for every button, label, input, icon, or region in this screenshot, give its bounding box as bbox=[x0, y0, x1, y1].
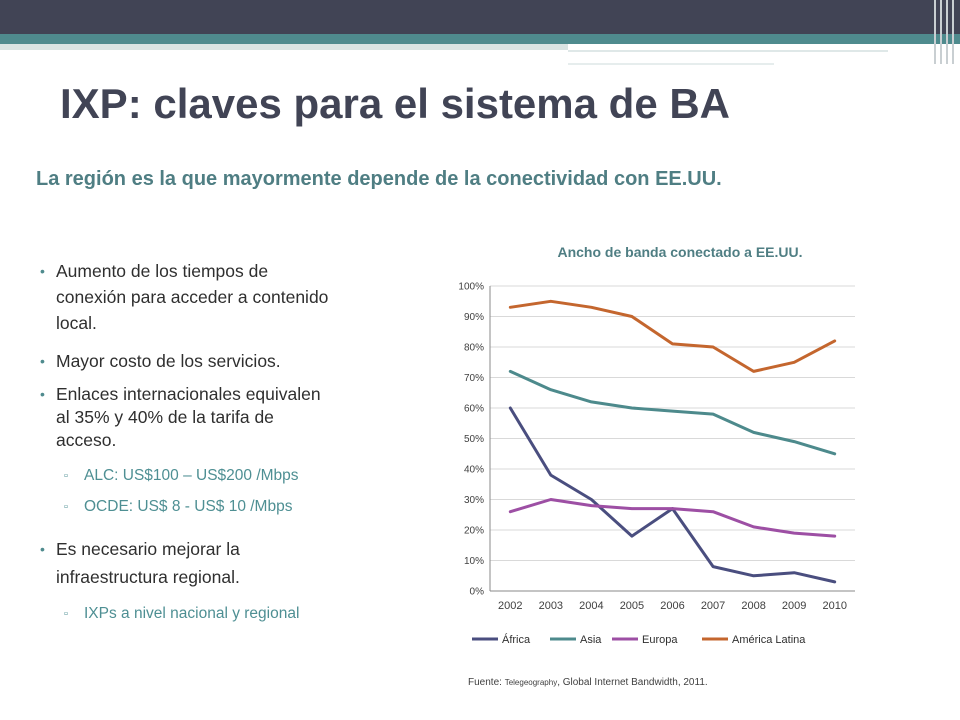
bullet-dot-icon: • bbox=[40, 386, 45, 402]
series-line bbox=[508, 498, 837, 538]
chart-title: Ancho de banda conectado a EE.UU. bbox=[557, 244, 803, 260]
bullet-2-text: Mayor costo de los servicios. bbox=[56, 351, 281, 371]
y-tick-label: 60% bbox=[464, 404, 484, 415]
y-tick-label: 30% bbox=[464, 495, 484, 506]
x-tick-label: 2010 bbox=[822, 600, 846, 612]
x-tick-label: 2009 bbox=[782, 600, 806, 612]
x-tick-label: 2008 bbox=[741, 600, 765, 612]
source-name: Telegeography bbox=[504, 678, 558, 687]
series-line bbox=[508, 299, 837, 373]
square-bullet-icon: ▫ bbox=[64, 608, 68, 620]
x-axis-ticks: 2002 2003 2004 2005 2006 2007 2008 2009 2010 bbox=[498, 600, 847, 612]
chart-legend: África Asia Europa América Latina bbox=[472, 633, 806, 646]
bullet-dot-icon: • bbox=[40, 541, 45, 557]
decorative-lines bbox=[932, 0, 960, 64]
slide-subtitle: La región es la que mayormente depende d… bbox=[36, 168, 722, 190]
legend-label: América Latina bbox=[732, 634, 806, 646]
y-tick-label: 80% bbox=[464, 343, 484, 354]
bullet-3: • Enlaces internacionales equivalen al 3… bbox=[40, 383, 406, 452]
header-stripe bbox=[0, 34, 960, 44]
header-line bbox=[568, 50, 888, 52]
y-tick-label: 40% bbox=[464, 465, 484, 476]
bullet-2: • Mayor costo de los servicios. bbox=[40, 348, 281, 374]
x-tick-label: 2007 bbox=[701, 600, 725, 612]
bullet-4: • Es necesario mejorar la infraestructur… bbox=[40, 535, 406, 591]
sub-bullet-text: ALC: US$100 – US$200 /Mbps bbox=[84, 467, 299, 484]
top-bar bbox=[0, 0, 960, 34]
y-tick-label: 90% bbox=[464, 312, 484, 323]
bullet-dot-icon: • bbox=[40, 263, 45, 279]
y-tick-label: 70% bbox=[464, 373, 484, 384]
bullet-1-line: conexión para acceder a contenido bbox=[56, 287, 329, 307]
sub-bullet-alc: ▫ ALC: US$100 – US$200 /Mbps bbox=[64, 465, 299, 487]
x-tick-label: 2002 bbox=[498, 600, 522, 612]
y-tick-label: 10% bbox=[464, 556, 484, 567]
bullet-1-line: local. bbox=[56, 313, 97, 333]
bullet-3-line: Enlaces internacionales equivalen bbox=[56, 384, 321, 404]
series-line bbox=[508, 406, 837, 584]
bullet-dot-icon: • bbox=[40, 353, 45, 369]
legend-label: África bbox=[502, 633, 531, 646]
source-note: Fuente: Telegeography, Global Internet B… bbox=[468, 677, 708, 688]
line-chart: 0%10%20%30%40%50%60%70%80%90%100% 2002 20… bbox=[458, 282, 855, 646]
bullet-3-line: al 35% y 40% de la tarifa de bbox=[56, 407, 274, 427]
y-tick-label: 0% bbox=[470, 587, 485, 598]
header-line bbox=[568, 63, 774, 65]
source-prefix: Fuente: bbox=[468, 677, 505, 688]
legend-label: Asia bbox=[580, 634, 602, 646]
x-tick-label: 2005 bbox=[620, 600, 644, 612]
bullet-1: • Aumento de los tiempos de conexión par… bbox=[40, 258, 406, 336]
source-rest: , Global Internet Bandwidth, 2011. bbox=[557, 677, 708, 688]
y-tick-label: 100% bbox=[458, 282, 484, 293]
chart-grid bbox=[489, 285, 855, 592]
y-tick-label: 20% bbox=[464, 526, 484, 537]
header-stripe-light bbox=[0, 44, 568, 50]
square-bullet-icon: ▫ bbox=[64, 501, 68, 513]
x-tick-label: 2006 bbox=[660, 600, 684, 612]
sub-bullet-text: IXPs a nivel nacional y regional bbox=[84, 605, 300, 622]
square-bullet-icon: ▫ bbox=[64, 470, 68, 482]
bullet-3-line: acceso. bbox=[56, 430, 117, 450]
legend-label: Europa bbox=[642, 634, 678, 646]
y-axis-ticks: 0% 10% 20% 30% 40% 50% 60% 70% 80% 90% 100% bbox=[458, 282, 484, 598]
x-tick-label: 2004 bbox=[579, 600, 603, 612]
bullet-4-line: infraestructura regional. bbox=[56, 567, 240, 587]
x-tick-label: 2003 bbox=[539, 600, 563, 612]
sub-bullet-text: OCDE: US$ 8 - US$ 10 /Mbps bbox=[84, 498, 293, 515]
bullet-1-line: Aumento de los tiempos de bbox=[56, 261, 269, 281]
series-line bbox=[508, 369, 837, 456]
chart-series bbox=[508, 299, 837, 584]
slide-title: IXP: claves para el sistema de BA bbox=[60, 80, 731, 127]
sub-bullet-ixps: ▫ IXPs a nivel nacional y regional bbox=[64, 603, 300, 625]
y-tick-label: 50% bbox=[464, 434, 484, 445]
sub-bullet-ocde: ▫ OCDE: US$ 8 - US$ 10 /Mbps bbox=[64, 496, 293, 518]
bullet-4-line: Es necesario mejorar la bbox=[56, 539, 240, 559]
